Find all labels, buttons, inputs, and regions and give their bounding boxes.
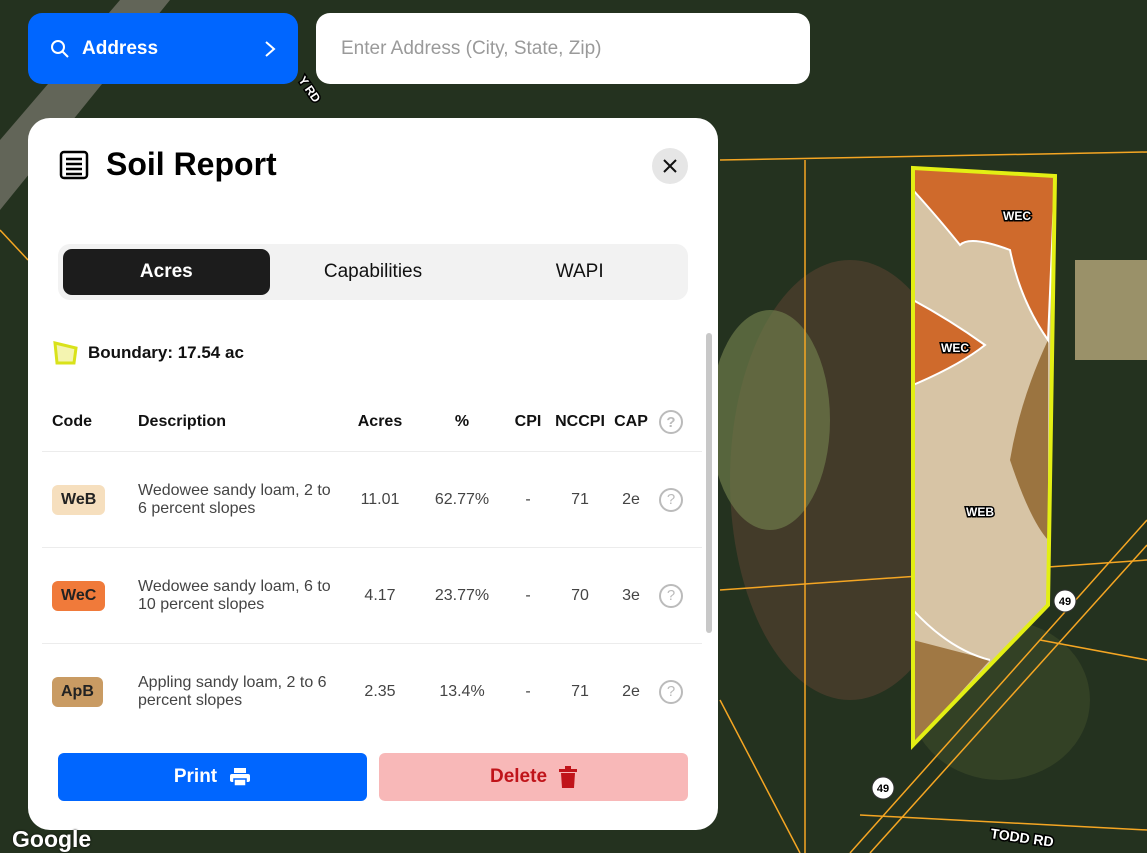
help-icon[interactable]: ? (659, 487, 683, 512)
delete-button[interactable]: Delete (379, 753, 688, 801)
route-49-shield: 49 (1059, 596, 1071, 608)
printer-icon (230, 768, 251, 787)
map-label-wec: WEC (1003, 209, 1031, 223)
print-button[interactable]: Print (58, 753, 367, 801)
soil-code-badge: ApB (52, 676, 103, 707)
soil-cpi: - (525, 490, 531, 508)
panel-title: Soil Report (106, 146, 277, 182)
scrollbar[interactable] (706, 333, 712, 633)
search-icon (51, 39, 69, 58)
help-icon[interactable]: ? (659, 410, 683, 434)
soil-code-badge: WeC (52, 580, 106, 611)
col-acres: Acres (357, 413, 403, 430)
address-mode-label: Address (82, 37, 159, 59)
tab-wapi[interactable]: WAPI (555, 261, 604, 282)
tab-capabilities[interactable]: Capabilities (323, 261, 423, 282)
soil-percent: 23.77% (434, 586, 490, 604)
chevron-right-icon (265, 40, 276, 57)
soil-cap: 2e (622, 682, 640, 700)
soil-acres: 11.01 (360, 490, 400, 508)
soil-cap: 3e (622, 586, 640, 604)
report-icon (59, 150, 89, 179)
soil-acres: 4.17 (364, 586, 396, 604)
delete-label: Delete (489, 766, 548, 787)
soil-percent: 13.4% (439, 682, 485, 700)
soil-cpi: - (525, 586, 531, 604)
tab-acres[interactable]: Acres (63, 249, 270, 295)
soil-description: Wedowee sandy loam, 6 to 10 percent slop… (138, 577, 331, 613)
trash-icon (559, 766, 578, 788)
col-percent: % (454, 413, 470, 430)
soil-code-badge: WeB (52, 484, 106, 515)
map-label-web: WEB (966, 505, 994, 519)
soil-description: Wedowee sandy loam, 2 to 6 percent slope… (138, 481, 331, 517)
soil-nccpi: 70 (571, 586, 589, 604)
report-tabs: Acres Capabilities WAPI (58, 244, 688, 300)
soil-acres: 2.35 (364, 682, 396, 700)
col-nccpi: NCCPI (555, 413, 605, 430)
google-attribution: Google (12, 826, 92, 852)
boundary-total: Boundary: 17.54 ac (88, 343, 244, 362)
help-icon[interactable]: ? (659, 679, 683, 704)
address-mode-button[interactable]: Address (28, 13, 298, 84)
soil-cpi: - (525, 682, 531, 700)
close-icon (663, 159, 677, 173)
boundary-icon (53, 341, 78, 365)
soil-report-panel: Soil Report Acres Capabilities WAPI Boun… (28, 118, 718, 830)
help-icon[interactable]: ? (659, 583, 683, 608)
soil-table: Code Description Acres % CPI NCCPI CAP ?… (42, 393, 702, 739)
soil-nccpi: 71 (571, 682, 589, 700)
parcel-boundary[interactable] (911, 165, 1058, 750)
soil-cap: 2e (622, 490, 640, 508)
soil-percent: 62.77% (434, 490, 490, 508)
col-cap: CAP (614, 413, 648, 430)
route-49-shield: 49 (877, 783, 889, 795)
close-button[interactable] (652, 148, 688, 184)
address-search-input[interactable] (316, 13, 810, 84)
table-row: ApB Appling sandy loam, 2 to 6 percent s… (42, 643, 702, 739)
col-code: Code (52, 413, 92, 430)
soil-nccpi: 71 (571, 490, 589, 508)
table-row: WeC Wedowee sandy loam, 6 to 10 percent … (42, 547, 702, 643)
print-label: Print (173, 766, 218, 787)
soil-description: Appling sandy loam, 2 to 6 percent slope… (138, 673, 327, 709)
table-row: WeB Wedowee sandy loam, 2 to 6 percent s… (42, 451, 702, 547)
col-cpi: CPI (514, 413, 542, 430)
table-header: Code Description Acres % CPI NCCPI CAP ? (42, 393, 702, 451)
map-label-wec: WEC (941, 341, 969, 355)
col-description: Description (138, 413, 227, 430)
